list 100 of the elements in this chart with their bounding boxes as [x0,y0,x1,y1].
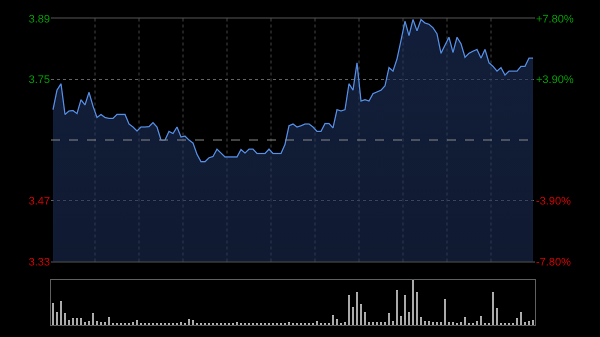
bar [436,322,438,325]
bar [396,290,398,325]
bar [56,312,58,325]
bar [204,322,206,326]
y-tick-label: 3.75 [28,74,50,86]
bar [256,322,258,326]
bar [252,322,254,326]
bar [344,322,346,325]
bar [444,298,446,325]
bar [100,322,102,325]
bar [512,322,514,326]
bar [76,318,78,325]
bar [196,322,198,326]
bar [132,322,134,325]
bar [212,322,214,326]
bar [364,312,366,325]
bar [72,318,74,325]
bar [120,322,122,326]
bar [412,280,414,325]
bar [420,316,422,325]
bar [188,318,190,325]
bar [476,320,478,325]
bar [216,322,218,326]
bar [140,322,142,326]
bar [60,300,62,325]
bar [336,318,338,325]
bar [400,316,402,325]
bar [368,322,370,325]
bar [356,292,358,325]
bar [496,308,498,325]
y2-tick-label: +7.80% [536,14,574,26]
bar [524,322,526,325]
y-tick-label: 3.47 [28,196,50,208]
bar [280,322,282,326]
bar [260,322,262,326]
bar [520,312,522,325]
bar [168,322,170,326]
bar [96,320,98,325]
bar [464,316,466,325]
bar [228,322,230,326]
bar [144,322,146,326]
bar [384,322,386,325]
y-tick-label: 3.89 [28,14,50,26]
bar [320,322,322,326]
bar [136,320,138,325]
bar [268,322,270,326]
bar [208,322,210,326]
bar [180,322,182,325]
bar [372,322,374,325]
bar [68,320,70,325]
bar [316,320,318,325]
bar [392,320,394,325]
bar [504,322,506,326]
bar [272,322,274,326]
bar [248,322,250,326]
bar [124,322,126,326]
bar [408,312,410,325]
bar [452,322,454,325]
y2-tick-label: -7.80% [536,256,572,268]
bar [532,320,534,325]
bar [324,322,326,326]
bar [200,322,202,326]
bar [432,322,434,325]
bar [288,322,290,325]
bar [52,302,54,325]
bar [468,322,470,326]
bar [348,294,350,325]
bar [244,322,246,326]
bar [508,322,510,326]
bar [152,322,154,326]
bar [236,322,238,325]
y2-tick-label: -3.90% [536,196,572,208]
bar [80,318,82,325]
bar [232,322,234,326]
bar [448,322,450,325]
bar [528,320,530,325]
bar [492,292,494,325]
bar [240,322,242,326]
bar [64,312,66,325]
bar [360,304,362,325]
bar [388,312,390,325]
bar [88,320,90,325]
bar [404,294,406,325]
bar [84,322,86,325]
bar [220,322,222,326]
bar [116,322,118,326]
bar [380,322,382,325]
bar [92,312,94,325]
bar [484,322,486,326]
bar [224,322,226,326]
bar [424,320,426,325]
bar [328,322,330,326]
bar [428,320,430,325]
bar [352,306,354,325]
bar [108,316,110,325]
bar [112,322,114,326]
bar [416,292,418,325]
bar [128,322,130,326]
bar [440,322,442,325]
bar [276,322,278,326]
